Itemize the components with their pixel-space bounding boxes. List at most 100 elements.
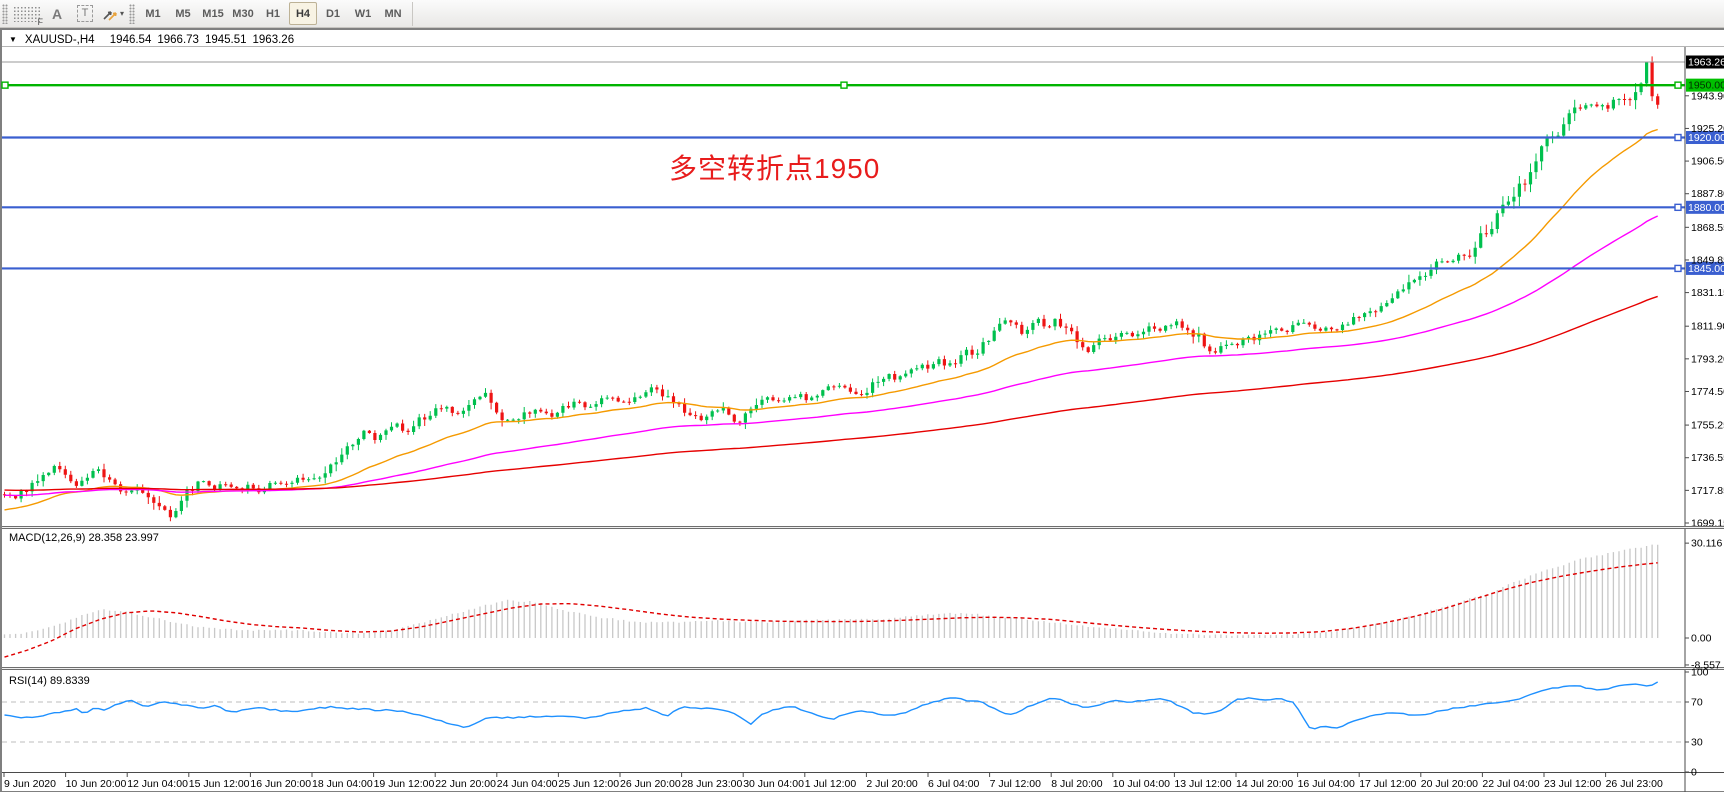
svg-text:1880.00: 1880.00 (1688, 202, 1724, 214)
svg-text:8 Jul 20:00: 8 Jul 20:00 (1051, 778, 1103, 790)
svg-text:1717.85: 1717.85 (1691, 485, 1724, 497)
timeframe-button-mn[interactable]: MN (384, 7, 402, 20)
rsi-line (4, 681, 1659, 730)
price-badge-188000 (1686, 200, 1724, 214)
symbol-dropdown-icon[interactable]: ▼ (9, 35, 17, 44)
svg-text:1950.00: 1950.00 (1688, 80, 1724, 92)
svg-text:1845.00: 1845.00 (1688, 263, 1724, 275)
svg-text:1755.25: 1755.25 (1691, 420, 1724, 432)
svg-text:14 Jul 20:00: 14 Jul 20:00 (1236, 778, 1293, 790)
rsi-label: RSI(14) 89.8339 (9, 675, 90, 687)
svg-text:30.116: 30.116 (1691, 538, 1722, 550)
hline-handle[interactable] (1674, 203, 1682, 212)
svg-text:9 Jun 2020: 9 Jun 2020 (4, 778, 56, 790)
svg-text:30: 30 (1691, 737, 1703, 749)
timeframes-group: M1 M5 M15 M30 H1 H4 D1 W1 MN (138, 0, 408, 28)
price-badge-195000 (1686, 78, 1724, 92)
svg-text:1906.50: 1906.50 (1691, 156, 1724, 168)
text-label-icon[interactable]: A (51, 5, 63, 22)
svg-text:17 Jul 12:00: 17 Jul 12:00 (1359, 778, 1416, 790)
svg-text:0: 0 (1691, 767, 1697, 779)
timeframe-button-m5[interactable]: M5 (175, 7, 191, 20)
svg-text:100: 100 (1691, 667, 1709, 679)
svg-text:1811.90: 1811.90 (1691, 321, 1724, 333)
chart-plot: 1963.261950.001920.001880.001845.001943.… (1, 29, 1724, 792)
svg-text:16 Jul 04:00: 16 Jul 04:00 (1298, 778, 1355, 790)
arrange-arrows-icon[interactable]: ▾ (101, 3, 125, 25)
svg-text:1920.00: 1920.00 (1688, 132, 1724, 144)
hline-handle[interactable] (1674, 81, 1682, 89)
svg-text:26 Jul 23:00: 26 Jul 23:00 (1606, 778, 1663, 790)
svg-text:1831.15: 1831.15 (1691, 287, 1724, 299)
toolbar-grip[interactable] (2, 3, 8, 24)
svg-text:70: 70 (1691, 697, 1703, 709)
svg-text:25 Jun 12:00: 25 Jun 12:00 (558, 778, 619, 790)
macd-label: MACD(12,26,9) 28.358 23.997 (9, 532, 159, 544)
ohlc-high: 1966.73 (157, 33, 199, 46)
svg-text:-8.557: -8.557 (1691, 659, 1721, 671)
hline-handle[interactable] (1, 81, 9, 89)
svg-text:7 Jul 12:00: 7 Jul 12:00 (990, 778, 1042, 790)
svg-text:2 Jul 20:00: 2 Jul 20:00 (866, 778, 918, 790)
svg-text:6 Jul 04:00: 6 Jul 04:00 (928, 778, 980, 790)
svg-text:1887.80: 1887.80 (1691, 188, 1724, 200)
ohlc-close: 1963.26 (252, 33, 295, 46)
timeframe-button-m30[interactable]: M30 (232, 7, 254, 20)
svg-text:22 Jul 04:00: 22 Jul 04:00 (1482, 778, 1539, 790)
svg-text:26 Jun 20:00: 26 Jun 20:00 (620, 778, 681, 790)
rsi-panel: 100 70 30 0 RSI(14) 89.8339 (2, 667, 1709, 779)
svg-text:23 Jul 12:00: 23 Jul 12:00 (1544, 778, 1601, 790)
footprint-grid-icon[interactable]: F (13, 3, 43, 27)
svg-text:0.00: 0.00 (1691, 633, 1712, 645)
macd-panel: 30.116 0.00 -8.557 MACD(12,26,9) 28.358 23.… (3, 532, 1722, 671)
chart-window: 1963.26 1950.00 1920.00 1880.00 1845.00 1943.… (0, 28, 1724, 792)
macd-histogram (3, 544, 1659, 638)
hline-handle[interactable] (840, 81, 848, 89)
toolbar: F A T ▾ M1 M5 M15 M30 H1 H4 D1 W1 MN (0, 0, 1724, 28)
hline-handle[interactable] (1674, 133, 1682, 142)
svg-text:15 Jun 12:00: 15 Jun 12:00 (189, 778, 250, 790)
svg-text:1963.26: 1963.26 (1688, 57, 1724, 69)
ma-slow-line[interactable] (4, 295, 1658, 491)
timeframe-button-h1[interactable]: H1 (265, 7, 281, 20)
horizontal-lines: 1963.26 1950.00 1920.00 1880.00 1845.00 (1, 55, 1724, 275)
svg-text:1774.50: 1774.50 (1691, 386, 1724, 398)
svg-text:13 Jul 12:00: 13 Jul 12:00 (1174, 778, 1231, 790)
svg-text:1 Jul 12:00: 1 Jul 12:00 (805, 778, 857, 790)
ohlc-low: 1945.51 (204, 33, 247, 46)
svg-text:22 Jun 20:00: 22 Jun 20:00 (435, 778, 496, 790)
text-box-icon[interactable]: T (73, 3, 97, 25)
drawing-tools-group: F A T ▾ (11, 0, 127, 28)
price-badge-192000 (1686, 131, 1724, 145)
price-badge-184500 (1686, 261, 1724, 275)
svg-text:20 Jul 20:00: 20 Jul 20:00 (1421, 778, 1478, 790)
timeframe-button-m15[interactable]: M15 (202, 7, 224, 20)
svg-text:1925.20: 1925.20 (1691, 123, 1724, 135)
time-scale[interactable]: 9 Jun 2020 10 Jun 20:00 12 Jun 04:00 15 Jun… (3, 773, 1663, 790)
toolbar-separator (412, 1, 413, 26)
svg-text:10 Jul 04:00: 10 Jul 04:00 (1113, 778, 1170, 790)
symbol-period-label: XAUUSD-,H4 (24, 33, 95, 46)
svg-text:1793.20: 1793.20 (1691, 353, 1724, 365)
ma-medium-line[interactable] (4, 215, 1658, 497)
timeframe-button-h4[interactable]: H4 (289, 2, 317, 25)
svg-text:1868.55: 1868.55 (1691, 222, 1724, 234)
timeframe-button-d1[interactable]: D1 (325, 7, 341, 20)
svg-text:12 Jun 04:00: 12 Jun 04:00 (127, 778, 188, 790)
toolbar-grip-2[interactable] (129, 3, 135, 24)
svg-text:18 Jun 04:00: 18 Jun 04:00 (312, 778, 373, 790)
timeframe-button-m1[interactable]: M1 (145, 7, 161, 20)
chart-title: ▼ XAUUSD-,H4 1946.54 1966.73 1945.51 1963.26 (9, 32, 294, 47)
svg-text:28 Jun 23:00: 28 Jun 23:00 (682, 778, 743, 790)
ohlc-open: 1946.54 (109, 33, 152, 46)
timeframe-button-w1[interactable]: W1 (354, 7, 372, 20)
price-badge-196326 (1686, 55, 1724, 69)
svg-text:30 Jun 04:00: 30 Jun 04:00 (743, 778, 804, 790)
svg-text:10 Jun 20:00: 10 Jun 20:00 (66, 778, 127, 790)
svg-text:1849.85: 1849.85 (1691, 254, 1724, 266)
price-scale[interactable]: 1943.90 1925.20 1906.50 1887.80 1868.55 1849.… (1684, 47, 1724, 792)
hline-handle[interactable] (1674, 264, 1682, 273)
chart-text-annotation[interactable]: 多空转折点1950 (669, 153, 881, 184)
svg-text:24 Jun 04:00: 24 Jun 04:00 (497, 778, 558, 790)
